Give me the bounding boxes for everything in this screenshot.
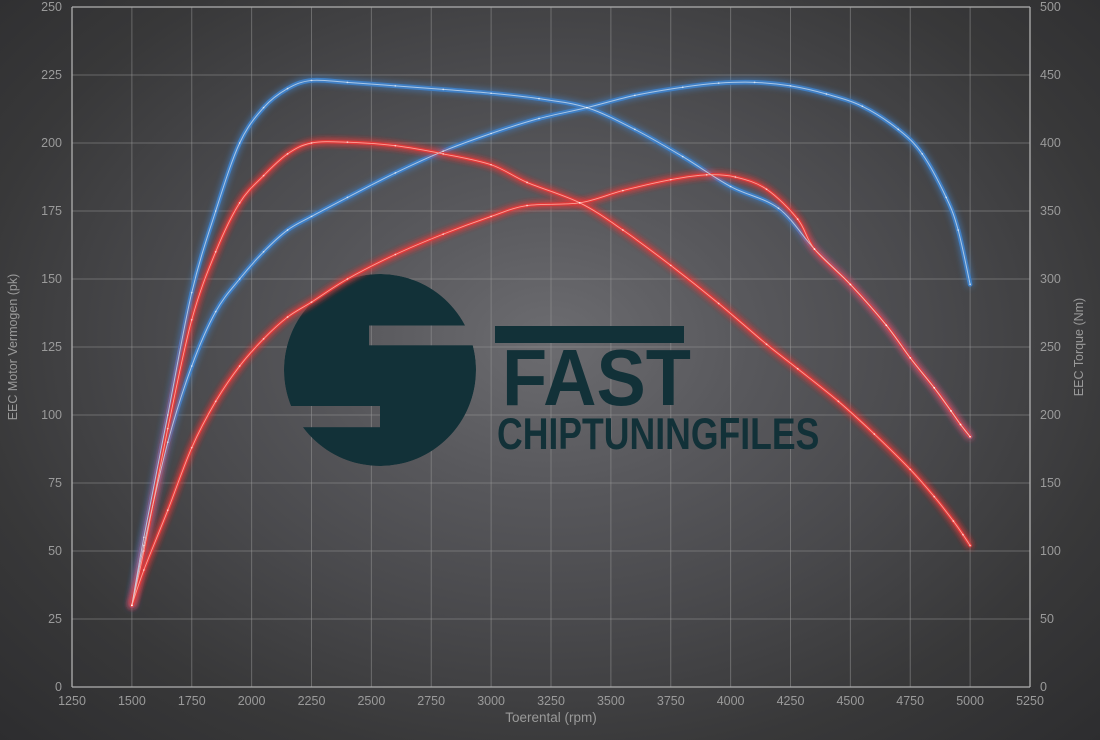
svg-text:500: 500 [1040,0,1061,14]
svg-text:100: 100 [41,408,62,422]
svg-text:75: 75 [48,476,62,490]
svg-text:3000: 3000 [477,694,505,708]
svg-text:0: 0 [1040,680,1047,694]
svg-text:400: 400 [1040,136,1061,150]
svg-text:2000: 2000 [238,694,266,708]
svg-text:EEC Torque (Nm): EEC Torque (Nm) [1072,298,1086,396]
svg-text:5000: 5000 [956,694,984,708]
svg-text:0: 0 [55,680,62,694]
svg-text:25: 25 [48,612,62,626]
svg-text:250: 250 [1040,340,1061,354]
svg-text:250: 250 [41,0,62,14]
svg-text:350: 350 [1040,204,1061,218]
svg-text:125: 125 [41,340,62,354]
svg-text:3500: 3500 [597,694,625,708]
svg-text:5250: 5250 [1016,694,1044,708]
svg-text:4500: 4500 [836,694,864,708]
svg-text:2250: 2250 [298,694,326,708]
svg-text:300: 300 [1040,272,1061,286]
svg-text:150: 150 [1040,476,1061,490]
svg-text:200: 200 [1040,408,1061,422]
svg-text:1250: 1250 [58,694,86,708]
svg-text:3250: 3250 [537,694,565,708]
svg-text:3750: 3750 [657,694,685,708]
svg-text:4250: 4250 [777,694,805,708]
svg-text:225: 225 [41,68,62,82]
svg-text:2500: 2500 [357,694,385,708]
svg-text:100: 100 [1040,544,1061,558]
svg-text:Toerental (rpm): Toerental (rpm) [505,710,597,725]
svg-text:50: 50 [48,544,62,558]
svg-text:450: 450 [1040,68,1061,82]
svg-text:4750: 4750 [896,694,924,708]
svg-text:200: 200 [41,136,62,150]
svg-text:2750: 2750 [417,694,445,708]
svg-text:4000: 4000 [717,694,745,708]
svg-text:50: 50 [1040,612,1054,626]
svg-text:175: 175 [41,204,62,218]
svg-text:150: 150 [41,272,62,286]
svg-text:EEC Motor Vermogen (pk): EEC Motor Vermogen (pk) [6,274,20,421]
svg-text:1500: 1500 [118,694,146,708]
svg-text:1750: 1750 [178,694,206,708]
